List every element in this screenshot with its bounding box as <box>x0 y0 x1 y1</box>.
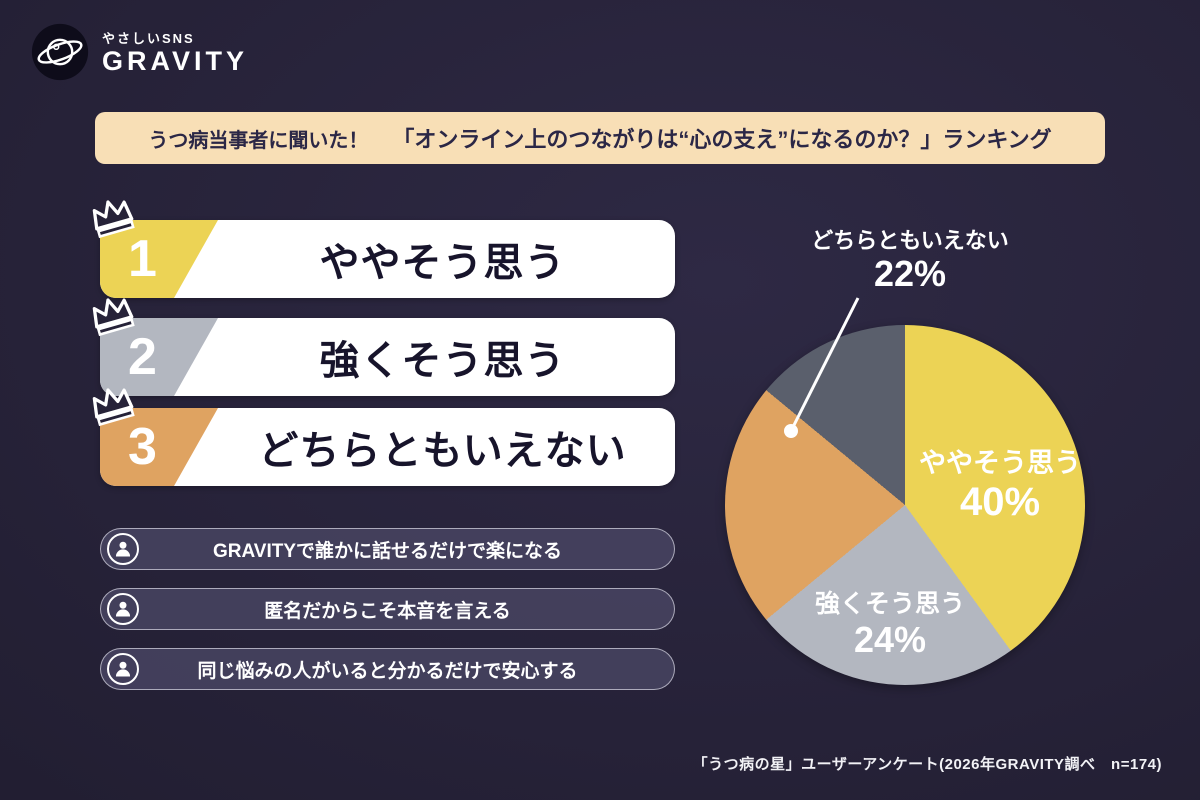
rank-bar: 1 ややそう思う <box>100 220 675 298</box>
banner-prefix: うつ病当事者に聞いた！ <box>148 129 369 152</box>
rank-label: ややそう思う <box>319 241 566 285</box>
brand-name: GRAVITY <box>102 45 249 76</box>
pie-chart <box>725 325 1085 685</box>
crown-icon <box>92 200 135 239</box>
quote-text: 匿名だからこそ本音を言える <box>264 600 511 622</box>
quote-pill-1: GRAVITYで誰かに話せるだけで楽になる <box>100 528 675 570</box>
rank-bar: 2 強くそう思う <box>100 318 675 396</box>
pie-slice-percent: 24% <box>853 618 927 660</box>
pie-slice-percent: 22% <box>873 253 947 295</box>
pie-slice-label: 強くそう思う <box>814 590 965 618</box>
survey-source-note: 「うつ病の星」ユーザーアンケート(2026年GRAVITY調べ n=174) <box>692 756 1162 773</box>
person-icon <box>107 593 139 625</box>
rank-row-1: 1 ややそう思う <box>92 200 675 298</box>
rank-label: どちらともいえない <box>258 429 627 473</box>
quote-pill-2: 匿名だからこそ本音を言える <box>100 588 675 630</box>
rank-bar: 3 どちらともいえない <box>100 408 675 486</box>
crown-icon <box>92 388 135 427</box>
quote-text: GRAVITYで誰かに話せるだけで楽になる <box>212 540 563 562</box>
pie-chart-area <box>725 325 1085 685</box>
pie-slice-percent: 40% <box>959 480 1041 525</box>
pie-slice-label: ややそう思う <box>919 448 1081 478</box>
quote-pill-3: 同じ悩みの人がいると分かるだけで安心する <box>100 648 675 690</box>
brand-text: やさしいSNS GRAVITY <box>102 28 248 77</box>
rank-row-2: 2 強くそう思う <box>92 298 675 396</box>
rank-label: 強くそう思う <box>319 339 566 383</box>
pie-label-gray: 強くそう思う 24% <box>785 590 995 660</box>
callout-leader-line <box>784 297 860 438</box>
planet-icon <box>31 23 89 81</box>
brand-logo: やさしいSNS GRAVITY <box>30 22 248 82</box>
brand-tagline: やさしいSNS <box>102 30 195 46</box>
pie-slice-label: どちらともいえない <box>811 228 1009 253</box>
quote-text: 同じ悩みの人がいると分かるだけで安心する <box>197 660 578 682</box>
pie-label-callout: どちらともいえない 22% <box>755 228 1065 295</box>
person-icon <box>107 653 139 685</box>
pie-label-yellow: ややそう思う 40% <box>895 448 1105 525</box>
rank-row-3: 3 どちらともいえない <box>92 388 675 486</box>
crown-icon <box>92 298 135 337</box>
banner-title: 「オンライン上のつながりは“心の支え”になるのか？」ランキング <box>392 127 1052 152</box>
header-banner: うつ病当事者に聞いた！ 「オンライン上のつながりは“心の支え”になるのか？」ラン… <box>95 112 1105 164</box>
person-icon <box>107 533 139 565</box>
